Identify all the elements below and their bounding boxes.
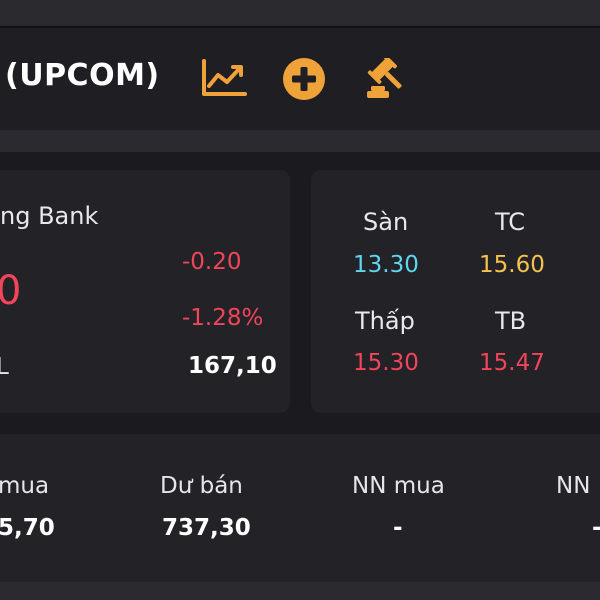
- low-label: Thấp: [355, 307, 415, 335]
- foreign-buy-label: NN mua: [352, 473, 445, 499]
- section-divider: [0, 130, 600, 152]
- stock-summary-card: [0, 170, 290, 413]
- auction-icon[interactable]: [365, 58, 409, 100]
- stock-price: 0: [0, 268, 22, 314]
- foreign-buy-value: -: [393, 515, 403, 541]
- price-change: -0.20: [182, 249, 242, 275]
- reference-label: TC: [495, 208, 526, 236]
- price-change-percent: -1.28%: [182, 305, 264, 331]
- chart-icon[interactable]: [200, 58, 248, 98]
- sell-remaining-value: 737,30: [162, 515, 251, 541]
- low-value: 15.30: [353, 350, 419, 376]
- page-title: (UPCOM): [5, 58, 160, 93]
- status-bar: [0, 0, 600, 27]
- foreign-sell-value: -: [592, 515, 600, 541]
- buy-remaining-label: mua: [0, 473, 50, 499]
- floor-label: Sàn: [363, 208, 409, 236]
- divider: [0, 26, 600, 28]
- price-levels-card: [311, 170, 600, 413]
- bottom-divider: [0, 582, 600, 600]
- foreign-sell-label: NN: [556, 473, 591, 499]
- floor-value: 13.30: [353, 252, 419, 278]
- stock-name: ng Bank: [0, 202, 99, 230]
- volume-label: L: [0, 354, 9, 380]
- plus-circle-icon[interactable]: [282, 57, 326, 101]
- volume-value: 167,10: [188, 353, 277, 379]
- buy-remaining-value: 5,70: [0, 515, 55, 541]
- sell-remaining-label: Dư bán: [160, 473, 243, 499]
- order-stats-panel: [0, 434, 600, 582]
- average-value: 15.47: [479, 350, 545, 376]
- reference-value: 15.60: [479, 252, 545, 278]
- average-label: TB: [495, 307, 527, 335]
